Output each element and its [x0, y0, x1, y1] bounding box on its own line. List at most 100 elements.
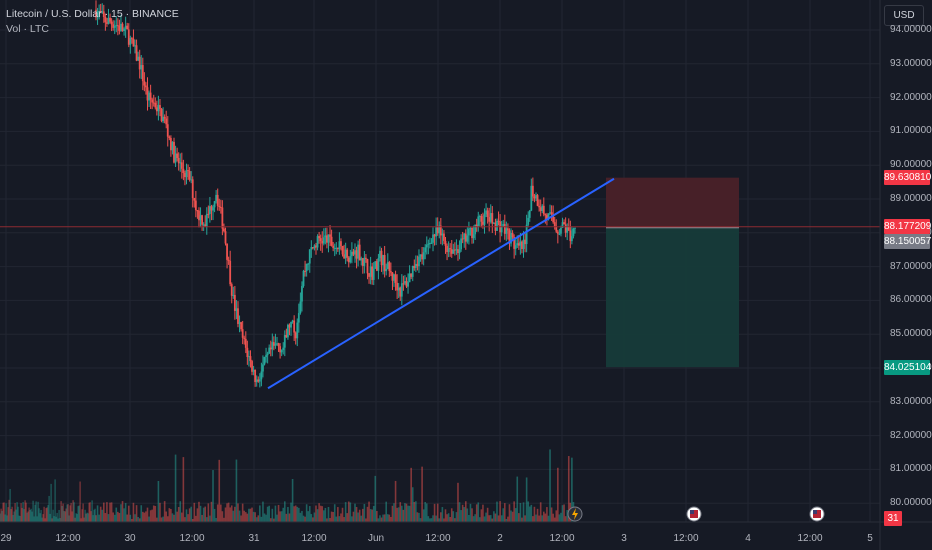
volume-bar — [255, 517, 258, 522]
volume-bar — [91, 500, 93, 522]
volume-bar — [500, 515, 503, 522]
candle-body — [230, 284, 233, 296]
candle-body — [558, 233, 561, 235]
candle-body — [482, 221, 484, 225]
volume-bar — [566, 510, 568, 522]
y-tick-label: 81.000000 — [890, 463, 932, 475]
candle-body — [419, 254, 422, 257]
volume-bar — [488, 515, 490, 522]
candle-body — [536, 195, 539, 206]
volume-bar — [343, 517, 345, 522]
volume-bar — [134, 514, 136, 522]
y-tick-label: 91.000000 — [890, 125, 932, 137]
volume-bar — [298, 507, 300, 522]
volume-bar — [352, 511, 355, 522]
volume-bar — [538, 515, 540, 522]
candle-body — [379, 250, 381, 259]
candle-body — [301, 286, 303, 302]
volume-bar — [491, 518, 494, 522]
candle-body — [468, 228, 470, 236]
y-tick-label: 86.000000 — [890, 294, 932, 306]
volume-bar — [376, 510, 378, 522]
event-count-badge[interactable]: 31 — [884, 511, 902, 526]
candle-body — [514, 245, 517, 249]
candle-body — [385, 268, 388, 272]
candle-body — [427, 243, 430, 245]
volume-bar — [262, 501, 264, 522]
volume-bar — [259, 505, 261, 522]
volume-bar — [307, 511, 309, 522]
volume-bar — [408, 505, 411, 522]
volume-bar — [429, 518, 431, 522]
volume-bar — [505, 518, 508, 522]
volume-bar — [223, 517, 225, 522]
volume-bar — [10, 509, 12, 522]
volume-bar — [19, 515, 21, 522]
volume-bar — [132, 502, 135, 522]
candle-body — [486, 210, 489, 218]
volume-bar — [177, 507, 180, 522]
volume-bar — [452, 511, 455, 522]
candle-body — [552, 214, 555, 223]
volume-bar — [535, 514, 537, 522]
candle-body — [411, 265, 414, 277]
candle-body — [134, 45, 136, 47]
volume-bar — [4, 514, 6, 522]
currency-button[interactable]: USD — [884, 5, 924, 26]
volume-bar — [25, 502, 27, 522]
volume-bar — [159, 502, 161, 522]
candle-body — [461, 238, 464, 240]
candle-body — [524, 239, 526, 245]
candle-body — [316, 236, 319, 248]
volume-bar — [181, 512, 183, 522]
candle-body — [102, 11, 105, 17]
volume-bar — [560, 512, 562, 522]
volume-bar — [518, 513, 520, 522]
volume-bar — [472, 516, 475, 522]
volume-bar — [527, 501, 529, 522]
x-tick-label: 2 — [497, 533, 503, 544]
candle-body — [492, 222, 495, 224]
candle-body — [528, 210, 531, 218]
volume-bar — [299, 512, 302, 522]
candle-body — [294, 332, 297, 339]
volume-bar — [88, 502, 90, 522]
volume-bar — [388, 514, 391, 522]
volume-bar — [508, 504, 511, 522]
volume-bar — [0, 508, 2, 522]
x-tick-label: 3 — [621, 533, 627, 544]
volume-bar — [422, 509, 425, 522]
candle-body — [155, 107, 158, 112]
volume-bar — [50, 483, 52, 522]
candle-body — [525, 224, 528, 245]
candle-body — [561, 222, 564, 228]
candle-body — [319, 238, 322, 241]
volume-bar — [95, 515, 97, 522]
volume-bar — [528, 506, 531, 522]
candle-body — [570, 236, 573, 242]
candle-body — [544, 214, 547, 216]
candle-body — [168, 136, 171, 139]
candle-body — [241, 329, 244, 338]
volume-bar — [18, 515, 20, 522]
volume-bar — [135, 505, 138, 522]
candle-body — [221, 207, 224, 229]
candle-body — [213, 201, 216, 208]
candle-body — [564, 224, 567, 233]
volume-bar — [99, 506, 102, 522]
volume-bar — [113, 514, 116, 522]
candle-body — [179, 162, 182, 164]
volume-bar — [530, 504, 533, 522]
candle-body — [460, 238, 463, 250]
volume-bar — [368, 501, 370, 522]
volume-bar — [522, 502, 525, 522]
candle-body — [138, 56, 141, 70]
candle-body — [143, 81, 146, 86]
volume-bar — [101, 509, 104, 522]
volume-bar — [374, 475, 377, 522]
candle-body — [407, 282, 409, 287]
candle-body — [169, 138, 172, 151]
volume-bar — [427, 516, 430, 522]
y-tick-label: 89.000000 — [890, 193, 932, 204]
